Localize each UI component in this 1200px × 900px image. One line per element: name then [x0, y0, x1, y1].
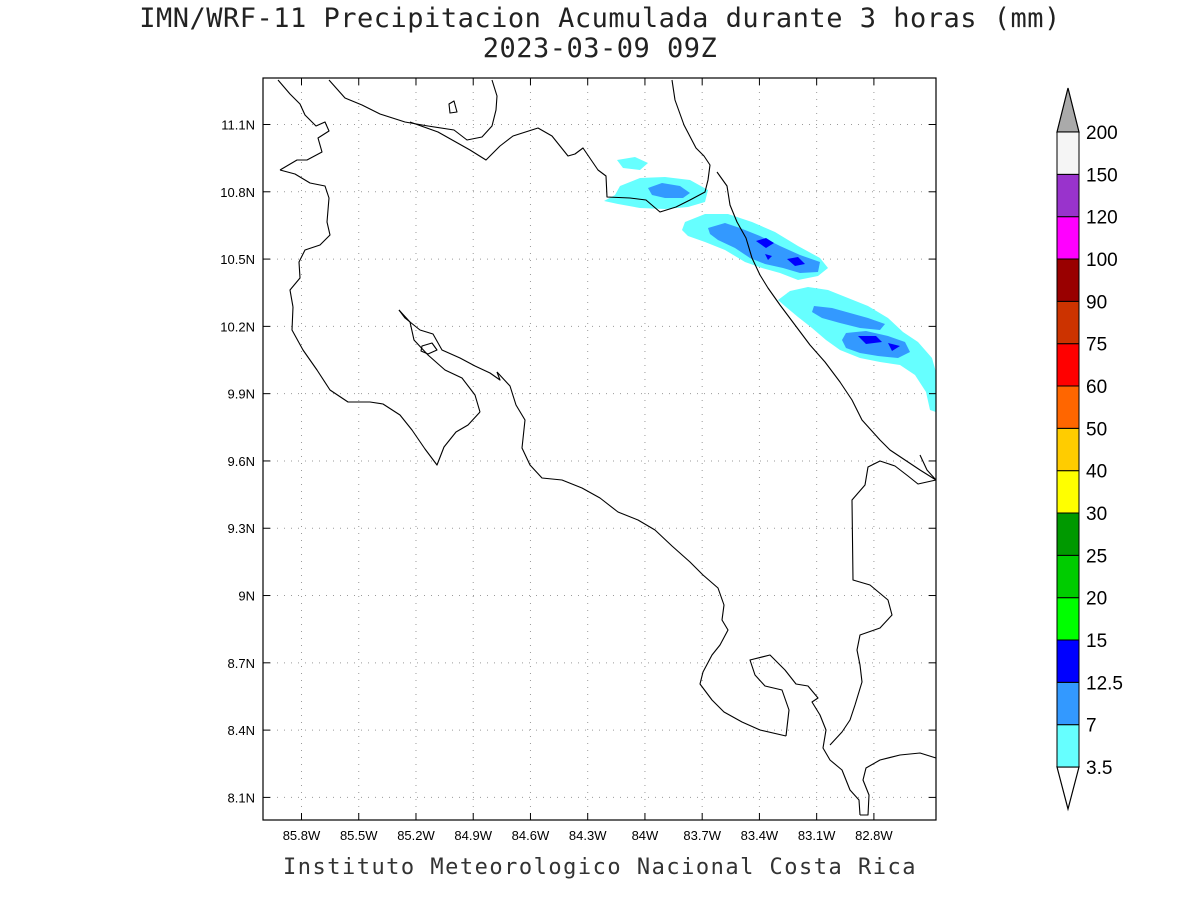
rain-area-moderate [842, 331, 910, 358]
map-footer: Instituto Meteorologico Nacional Costa R… [282, 855, 918, 880]
tick-label-lat: 10.2N [220, 319, 255, 334]
rain-area-moderate [648, 183, 690, 198]
colorbar-label: 60 [1086, 377, 1107, 398]
colorbar-over-arrow [1056, 87, 1080, 133]
colorbar-label: 25 [1086, 546, 1107, 567]
colorbar-label: 7 [1086, 716, 1097, 737]
tick-label-lat: 9.3N [228, 521, 255, 536]
colorbar-swatch [1056, 681, 1080, 726]
colorbar-label: 50 [1086, 419, 1107, 440]
map-frame [262, 77, 937, 821]
colorbar-swatch [1056, 173, 1080, 218]
tick-label-lat: 10.5N [220, 252, 255, 267]
colorbar-swatch [1056, 554, 1080, 599]
border-costa-rica-panama [829, 460, 937, 746]
coastline-gulf-east [398, 309, 501, 381]
colorbar-label: 150 [1086, 165, 1118, 186]
coastline-caribbean [716, 171, 937, 481]
coastline-nicaragua-pacific [277, 79, 330, 171]
colorbar-swatch [1056, 216, 1080, 260]
tick-label-lat: 9.9N [228, 387, 255, 402]
gulf-island [420, 342, 438, 355]
colorbar-under-arrow [1056, 766, 1080, 812]
lake-nicaragua [328, 79, 498, 141]
tick-label-lon: 85.2W [397, 828, 435, 843]
colorbar-swatch [1056, 724, 1080, 768]
tick-label-lat: 8.1N [228, 790, 255, 805]
coastline-gulf-nicoya [398, 309, 481, 413]
tick-label-lon: 85.8W [283, 828, 321, 843]
colorbar-swatch [1056, 427, 1080, 472]
colorbar-swatch [1056, 385, 1080, 429]
coastline-central-pacific [496, 371, 787, 737]
colorbar-label: 90 [1086, 292, 1107, 313]
tick-label-lat: 11.1N [221, 118, 255, 133]
tick-label-lat: 9.6N [228, 454, 255, 469]
coastline-nicoya [291, 306, 481, 466]
colorbar-swatch [1056, 470, 1080, 514]
coastline-burica [860, 752, 937, 816]
colorbar-label: 15 [1086, 631, 1107, 652]
rain-area-heavy [787, 257, 805, 266]
map-title: IMN/WRF-11 Precipitacion Acumulada duran… [139, 3, 1061, 34]
colorbar-swatch [1056, 258, 1080, 302]
colorbar-label: 200 [1086, 123, 1118, 144]
lake-island [448, 100, 458, 114]
colorbar-swatch [1056, 131, 1080, 175]
map-plot-area [263, 78, 936, 820]
colorbar-label: 3.5 [1086, 758, 1112, 779]
rain-area-light [787, 290, 805, 300]
tick-label-lon: 85.5W [340, 828, 378, 843]
colorbar-label: 40 [1086, 462, 1107, 483]
tick-label-lon: 84W [632, 828, 659, 843]
colorbar-label: 100 [1086, 250, 1118, 271]
rain-area-heavy [888, 343, 900, 351]
colorbar-label: 12.5 [1086, 673, 1123, 694]
tick-label-lon: 83.4W [741, 828, 779, 843]
tick-label-lon: 83.1W [798, 828, 836, 843]
border-panama-caribbean [919, 454, 937, 481]
colorbar-swatch [1056, 597, 1080, 641]
tick-label-lat: 9N [238, 589, 255, 604]
colorbar-swatch [1056, 512, 1080, 556]
coastline-osa [749, 654, 861, 816]
tick-label-lon: 84.3W [569, 828, 607, 843]
rain-area-moderate [812, 306, 885, 330]
rain-area-heavy [756, 238, 774, 248]
colorbar: 3.5 7 12.5 15 20 25 30 40 50 60 75 90 100 120 150 200 [1056, 87, 1123, 812]
map-axes: 85.8W 85.5W 85.2W 84.9W 84.6W 84.3W 84W 83.7W 83… [220, 78, 936, 843]
colorbar-label: 120 [1086, 208, 1118, 229]
colorbar-swatch [1056, 300, 1080, 345]
tick-label-lat: 10.8N [220, 185, 255, 200]
border-nicaragua-costa-rica [279, 169, 331, 308]
tick-label-lat: 8.4N [228, 723, 255, 738]
colorbar-swatch [1056, 343, 1080, 387]
coastline-layer [277, 79, 937, 816]
tick-label-lon: 82.8W [855, 828, 893, 843]
tick-label-lat: 8.7N [228, 656, 255, 671]
colorbar-label: 20 [1086, 589, 1107, 610]
colorbar-swatch [1056, 639, 1080, 683]
map-subtitle: 2023-03-09 09Z [482, 33, 718, 64]
tick-label-lon: 83.7W [683, 828, 721, 843]
tick-label-lon: 84.6W [512, 828, 550, 843]
rain-area-light [617, 157, 648, 170]
precipitation-layer [604, 157, 936, 412]
colorbar-label: 30 [1086, 504, 1107, 525]
border-north [409, 79, 711, 213]
rain-area-heavy [858, 336, 882, 344]
tick-label-lon: 84.9W [454, 828, 492, 843]
rain-area-heavy [765, 254, 772, 260]
colorbar-label: 75 [1086, 335, 1107, 356]
